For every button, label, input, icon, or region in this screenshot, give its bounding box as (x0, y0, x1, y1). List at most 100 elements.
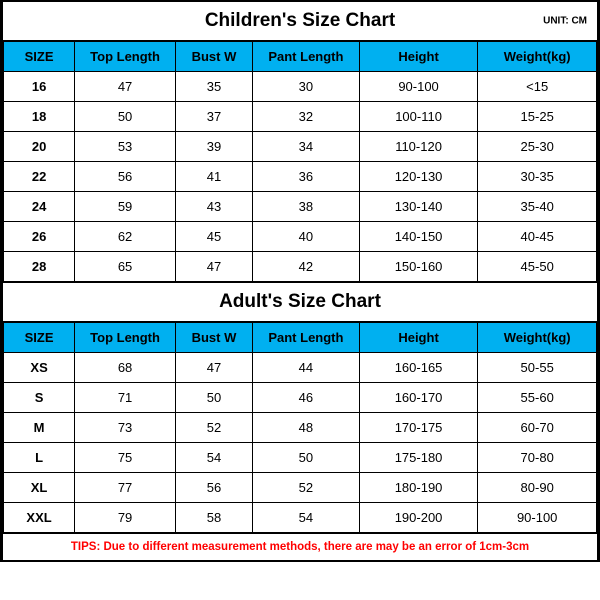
cell: 59 (75, 192, 176, 222)
cell: 18 (4, 102, 75, 132)
cell: 56 (75, 162, 176, 192)
table-row: XL775652180-19080-90 (4, 473, 597, 503)
cell: 36 (253, 162, 360, 192)
cell: L (4, 443, 75, 473)
cell: 120-130 (359, 162, 478, 192)
cell: <15 (478, 72, 597, 102)
cell: 22 (4, 162, 75, 192)
cell: 52 (253, 473, 360, 503)
unit-label: UNIT: CM (543, 16, 587, 27)
cell: 65 (75, 252, 176, 282)
table-row: 22564136120-13030-35 (4, 162, 597, 192)
children-header-row: SIZE Top Length Bust W Pant Length Heigh… (4, 42, 597, 72)
cell: 52 (175, 413, 252, 443)
cell: XXL (4, 503, 75, 533)
col-weight: Weight(kg) (478, 42, 597, 72)
cell: 175-180 (359, 443, 478, 473)
col-height: Height (359, 42, 478, 72)
table-row: M735248170-17560-70 (4, 413, 597, 443)
cell: 160-170 (359, 383, 478, 413)
cell: 45 (175, 222, 252, 252)
col-height: Height (359, 323, 478, 353)
cell: 43 (175, 192, 252, 222)
cell: 32 (253, 102, 360, 132)
cell: 90-100 (359, 72, 478, 102)
col-size: SIZE (4, 323, 75, 353)
cell: 48 (253, 413, 360, 443)
cell: 50 (75, 102, 176, 132)
cell: S (4, 383, 75, 413)
cell: 38 (253, 192, 360, 222)
cell: 70-80 (478, 443, 597, 473)
cell: 50 (175, 383, 252, 413)
cell: 50-55 (478, 353, 597, 383)
cell: M (4, 413, 75, 443)
cell: 68 (75, 353, 176, 383)
adult-table: SIZE Top Length Bust W Pant Length Heigh… (3, 322, 597, 533)
col-top: Top Length (75, 323, 176, 353)
cell: 130-140 (359, 192, 478, 222)
cell: 180-190 (359, 473, 478, 503)
cell: 30 (253, 72, 360, 102)
cell: 56 (175, 473, 252, 503)
cell: 37 (175, 102, 252, 132)
cell: 44 (253, 353, 360, 383)
cell: 150-160 (359, 252, 478, 282)
table-row: L755450175-18070-80 (4, 443, 597, 473)
adult-header-row: SIZE Top Length Bust W Pant Length Heigh… (4, 323, 597, 353)
adult-title-row: Adult's Size Chart (3, 282, 597, 322)
cell: 47 (175, 252, 252, 282)
cell: 190-200 (359, 503, 478, 533)
children-title: Children's Size Chart (205, 10, 395, 31)
cell: 53 (75, 132, 176, 162)
col-bust: Bust W (175, 42, 252, 72)
cell: 55-60 (478, 383, 597, 413)
table-row: 26624540140-15040-45 (4, 222, 597, 252)
children-title-row: Children's Size Chart UNIT: CM (3, 2, 597, 41)
cell: 26 (4, 222, 75, 252)
cell: 46 (253, 383, 360, 413)
cell: 54 (175, 443, 252, 473)
col-bust: Bust W (175, 323, 252, 353)
cell: 40-45 (478, 222, 597, 252)
table-row: 1647353090-100<15 (4, 72, 597, 102)
cell: 90-100 (478, 503, 597, 533)
col-size: SIZE (4, 42, 75, 72)
cell: 25-30 (478, 132, 597, 162)
cell: 75 (75, 443, 176, 473)
cell: 71 (75, 383, 176, 413)
cell: 28 (4, 252, 75, 282)
cell: 50 (253, 443, 360, 473)
cell: 42 (253, 252, 360, 282)
cell: 60-70 (478, 413, 597, 443)
col-pant: Pant Length (253, 323, 360, 353)
cell: 16 (4, 72, 75, 102)
cell: 20 (4, 132, 75, 162)
cell: 45-50 (478, 252, 597, 282)
cell: 160-165 (359, 353, 478, 383)
table-row: XXL795854190-20090-100 (4, 503, 597, 533)
tips-note: TIPS: Due to different measurement metho… (3, 533, 597, 560)
table-row: 18503732100-11015-25 (4, 102, 597, 132)
table-row: 28654742150-16045-50 (4, 252, 597, 282)
cell: 35-40 (478, 192, 597, 222)
size-chart-container: Children's Size Chart UNIT: CM SIZE Top … (0, 0, 600, 562)
cell: 34 (253, 132, 360, 162)
cell: 15-25 (478, 102, 597, 132)
col-top: Top Length (75, 42, 176, 72)
cell: 80-90 (478, 473, 597, 503)
cell: 24 (4, 192, 75, 222)
cell: 73 (75, 413, 176, 443)
table-row: S715046160-17055-60 (4, 383, 597, 413)
cell: 62 (75, 222, 176, 252)
cell: 170-175 (359, 413, 478, 443)
table-row: 20533934110-12025-30 (4, 132, 597, 162)
adult-title: Adult's Size Chart (219, 291, 381, 312)
table-row: XS684744160-16550-55 (4, 353, 597, 383)
children-table: SIZE Top Length Bust W Pant Length Heigh… (3, 41, 597, 282)
cell: 54 (253, 503, 360, 533)
cell: XL (4, 473, 75, 503)
cell: 140-150 (359, 222, 478, 252)
cell: 41 (175, 162, 252, 192)
cell: 100-110 (359, 102, 478, 132)
